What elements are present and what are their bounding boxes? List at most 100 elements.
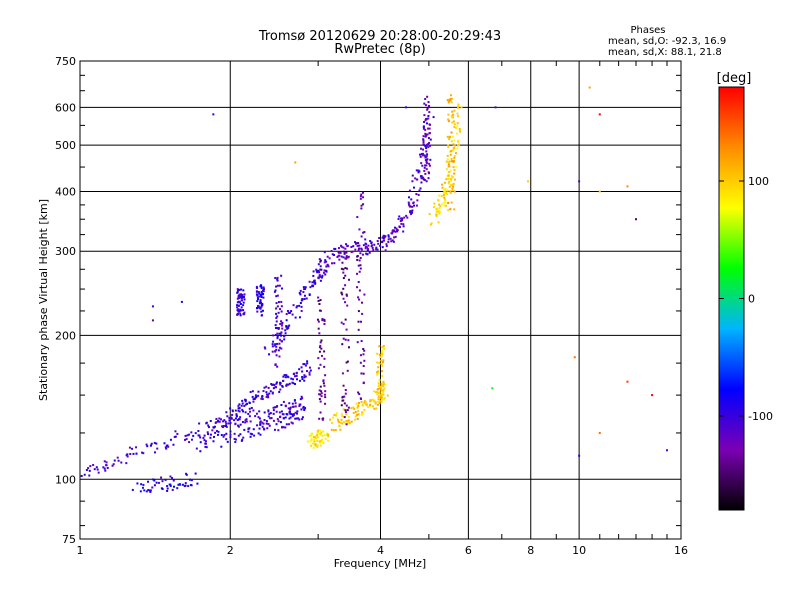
data-point — [298, 368, 301, 371]
data-point — [323, 365, 326, 368]
data-point — [286, 375, 289, 378]
data-point — [257, 416, 260, 419]
data-point — [443, 181, 446, 184]
data-point — [376, 361, 379, 364]
colorbar-label: [deg] — [717, 71, 752, 86]
data-point — [402, 223, 405, 226]
data-point — [456, 144, 459, 147]
data-point — [357, 320, 360, 323]
data-point — [446, 135, 449, 138]
data-point — [362, 347, 365, 350]
data-point — [236, 290, 239, 293]
data-point — [169, 438, 172, 441]
data-point — [338, 254, 341, 257]
data-point — [433, 202, 436, 205]
data-point — [319, 429, 322, 432]
data-point — [174, 430, 177, 433]
data-point — [359, 354, 362, 357]
data-point — [319, 385, 322, 388]
data-point — [306, 440, 309, 443]
data-point — [344, 411, 347, 414]
data-point — [324, 396, 327, 399]
data-point — [276, 327, 279, 330]
data-point — [454, 178, 457, 181]
data-point — [357, 391, 360, 394]
data-point — [176, 487, 179, 490]
data-point — [424, 128, 427, 131]
data-point — [285, 326, 288, 329]
data-point — [420, 162, 423, 165]
data-point — [242, 295, 245, 298]
x-tick-label: 4 — [377, 544, 384, 557]
data-point — [360, 235, 363, 238]
data-point — [258, 295, 261, 298]
data-point — [375, 248, 378, 251]
data-point — [386, 394, 389, 397]
data-point — [364, 245, 367, 248]
data-point — [296, 417, 299, 420]
data-point — [403, 216, 406, 219]
data-point — [294, 405, 297, 408]
data-point — [239, 295, 242, 298]
data-point — [453, 123, 456, 126]
data-point — [188, 441, 191, 444]
data-point — [405, 106, 408, 109]
data-point — [356, 255, 359, 258]
data-point — [112, 463, 115, 466]
data-point — [229, 430, 232, 433]
data-point — [319, 439, 322, 442]
data-point — [229, 407, 232, 410]
data-point — [286, 327, 289, 330]
data-point — [320, 276, 323, 279]
data-point — [263, 428, 266, 431]
data-point — [291, 402, 294, 405]
data-point — [360, 413, 363, 416]
data-point — [292, 414, 295, 417]
data-point — [456, 132, 459, 135]
data-point — [279, 338, 282, 341]
data-point — [106, 466, 109, 469]
data-point — [325, 265, 328, 268]
data-point — [422, 126, 425, 129]
data-point — [284, 416, 287, 419]
data-point — [357, 403, 360, 406]
data-point — [447, 209, 450, 212]
data-point — [381, 370, 384, 373]
data-point — [265, 395, 268, 398]
data-point — [93, 468, 96, 471]
data-point — [425, 155, 428, 158]
data-point — [361, 191, 364, 194]
data-point — [211, 429, 214, 432]
data-point — [393, 226, 396, 229]
data-point — [172, 443, 175, 446]
data-point — [302, 405, 305, 408]
data-point — [346, 256, 349, 259]
data-point — [240, 439, 243, 442]
data-point — [88, 469, 91, 472]
data-point — [448, 185, 451, 188]
data-point — [295, 378, 298, 381]
data-point — [241, 438, 244, 441]
data-point — [356, 216, 359, 219]
data-point — [457, 115, 460, 118]
data-point — [364, 238, 367, 241]
data-point — [273, 290, 276, 293]
data-point — [323, 357, 326, 360]
data-point — [252, 428, 255, 431]
data-point — [243, 311, 246, 314]
data-point — [460, 106, 463, 109]
data-point — [213, 425, 216, 428]
data-point — [254, 415, 257, 418]
data-point — [448, 160, 451, 163]
data-point — [231, 413, 234, 416]
data-point — [248, 407, 251, 410]
data-point — [320, 347, 323, 350]
data-point — [318, 258, 321, 261]
data-point — [376, 371, 379, 374]
data-point — [303, 294, 306, 297]
data-point — [261, 395, 264, 398]
x-tick-label: 10 — [572, 544, 586, 557]
data-point — [449, 178, 452, 181]
data-point — [196, 482, 199, 485]
data-point — [452, 166, 455, 169]
